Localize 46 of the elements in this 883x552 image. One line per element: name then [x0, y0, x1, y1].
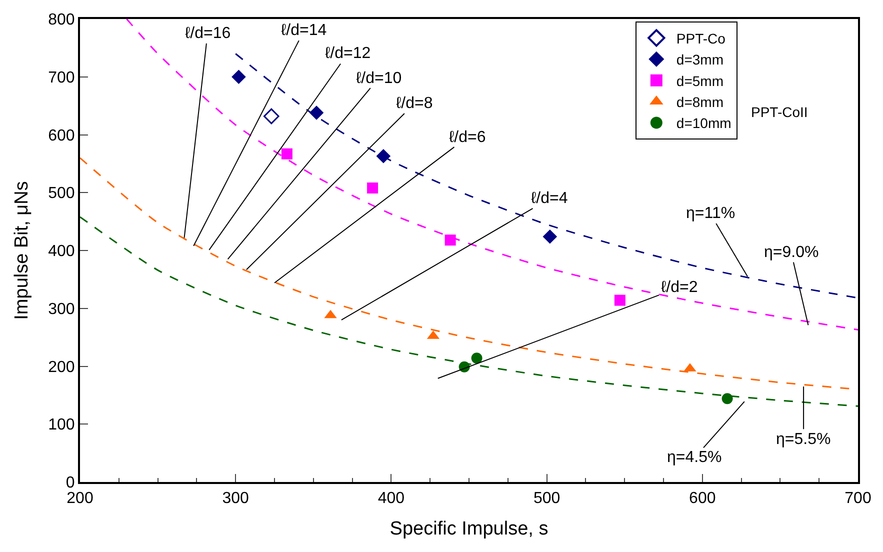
legend-label: d=3mm	[676, 52, 724, 68]
annotation: η=11%	[686, 205, 736, 222]
annotation: ℓ/d=2	[661, 279, 698, 296]
point	[722, 393, 733, 404]
x-tick-label: 600	[689, 490, 716, 508]
annotation: PPT-CoII	[751, 104, 808, 120]
point	[367, 182, 378, 194]
y-tick-label: 400	[48, 243, 75, 260]
point	[614, 294, 626, 306]
annotation: ℓ/d=14	[281, 22, 327, 39]
x-axis-title: Specific Impulse, s	[390, 518, 548, 540]
x-tick-label: 200	[66, 490, 94, 508]
point	[471, 352, 482, 364]
y-tick-label: 600	[48, 127, 75, 144]
x-tick-label: 500	[533, 490, 560, 508]
legend-label: d=8mm	[676, 94, 724, 110]
y-tick-label: 500	[48, 185, 75, 202]
x-tick-label: 300	[222, 490, 250, 508]
point	[281, 148, 292, 160]
legend-label: PPT-Co	[676, 30, 726, 46]
point	[376, 149, 391, 164]
legend-label: d=10mm	[676, 115, 732, 132]
annotation: η=5.5%	[776, 431, 831, 448]
x-tick-label: 700	[844, 490, 872, 508]
annotation: ℓ/d=4	[531, 190, 568, 207]
annotation: η=9.0%	[764, 244, 819, 261]
point	[444, 234, 456, 246]
annotation: ℓ/d=10	[356, 70, 402, 87]
point	[232, 70, 246, 84]
annotation: ℓ/d=12	[325, 45, 371, 62]
y-tick-label: 700	[48, 69, 75, 86]
annotation: η=4.5%	[667, 449, 722, 466]
y-tick-label: 200	[48, 358, 75, 376]
y-tick-label: 0	[66, 474, 75, 492]
x-tick-label: 400	[378, 490, 405, 508]
y-tick-label: 100	[48, 416, 75, 434]
point	[542, 229, 558, 244]
y-axis-title: Impulse Bit, μNs	[11, 181, 32, 320]
annotation: ℓ/d=8	[396, 95, 433, 112]
point	[263, 108, 280, 124]
line-series	[126, 19, 858, 331]
annotation: ℓ/d=6	[449, 129, 486, 146]
y-tick-label: 800	[48, 12, 75, 29]
y-tick-label: 300	[48, 300, 75, 318]
annotation: ℓ/d=16	[185, 25, 231, 42]
legend-label: d=5mm	[676, 72, 724, 89]
